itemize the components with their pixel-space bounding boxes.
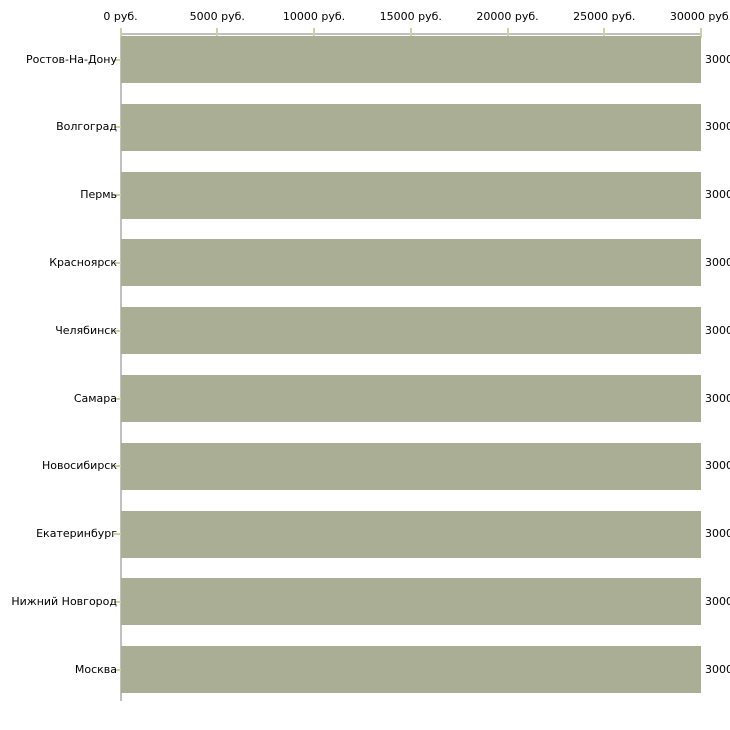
x-axis-tick — [216, 28, 219, 38]
category-label: Ростов-На-Дону — [25, 52, 117, 66]
bar — [121, 36, 701, 83]
category-label: Пермь — [80, 188, 117, 202]
y-axis-tick — [113, 58, 121, 61]
y-axis-tick — [113, 126, 121, 129]
bar — [121, 578, 701, 626]
x-axis-tick — [313, 28, 315, 38]
category-label: Красноярск — [49, 255, 117, 269]
y-axis-tick — [113, 668, 121, 671]
category-label: Волгоград — [56, 120, 117, 134]
x-axis-tick-label: 10000 руб. — [282, 10, 346, 23]
bar-value-label: 30000 руб. — [705, 594, 730, 608]
y-axis-tick — [113, 329, 121, 332]
y-axis-tick — [113, 194, 121, 197]
bar — [121, 510, 701, 558]
bar — [121, 171, 701, 219]
category-label: Самара — [73, 391, 117, 405]
x-axis-tick-label: 5000 руб. — [189, 10, 245, 23]
category-label: Новосибирск — [41, 459, 117, 473]
y-axis-tick — [113, 533, 121, 536]
bar-value-label: 30000 руб. — [705, 120, 730, 134]
x-axis-tick-label: 0 руб. — [103, 10, 138, 23]
bar — [121, 103, 701, 151]
bar — [121, 375, 701, 422]
category-label: Челябинск — [55, 323, 117, 337]
y-axis-tick — [113, 397, 121, 400]
x-axis-tick-label: 30000 руб. — [669, 10, 730, 23]
y-axis-tick — [113, 261, 121, 264]
bar — [121, 307, 701, 355]
category-label: Нижний Новгород — [11, 594, 117, 608]
bar-value-label: 30000 руб. — [705, 188, 730, 202]
category-label: Екатеринбург — [36, 527, 117, 541]
bar-value-label: 30000 руб. — [705, 255, 730, 269]
x-axis-tick — [700, 28, 702, 38]
x-axis-tick — [409, 28, 412, 38]
bar — [121, 442, 701, 490]
x-axis-tick — [603, 28, 606, 38]
x-axis-tick — [506, 28, 509, 38]
bar — [121, 239, 701, 287]
bar — [121, 646, 701, 694]
x-axis-tick — [119, 28, 122, 38]
bar-value-label: 30000 руб. — [705, 391, 730, 405]
y-axis-tick — [113, 600, 121, 603]
x-axis-tick-label: 20000 руб. — [476, 10, 539, 23]
x-axis-tick-label: 25000 руб. — [573, 10, 636, 23]
bar-value-label: 30000 руб. — [705, 323, 730, 337]
bar-value-label: 30000 руб. — [705, 662, 730, 676]
y-axis-tick — [113, 465, 121, 468]
category-label: Москва — [74, 662, 117, 676]
bar-value-label: 30000 руб. — [705, 52, 730, 66]
x-axis-tick-label: 15000 руб. — [379, 10, 442, 23]
bar-value-label: 30000 руб. — [705, 459, 730, 473]
bar-value-label: 30000 руб. — [705, 527, 730, 541]
y-axis-line — [119, 33, 122, 701]
